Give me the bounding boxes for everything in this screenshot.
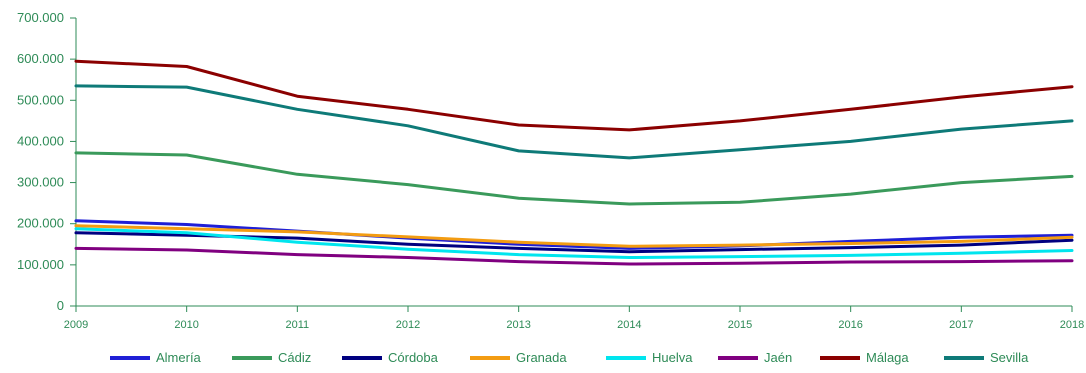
legend-item-sevilla[interactable]: Sevilla <box>944 350 1029 365</box>
legend-item-cordoba[interactable]: Córdoba <box>342 350 439 365</box>
y-tick-label: 400.000 <box>17 133 64 148</box>
series-line-malaga <box>74 59 1074 132</box>
legend-label: Sevilla <box>990 350 1029 365</box>
x-tick-label: 2014 <box>617 319 641 331</box>
legend-label: Jaén <box>764 350 792 365</box>
y-tick-label: 500.000 <box>17 92 64 107</box>
y-tick-label: 0 <box>57 298 64 313</box>
x-tick-label: 2017 <box>949 319 973 331</box>
legend: Almería Cádiz Córdoba Granada Huelva Jaén Mála… <box>110 350 1029 365</box>
y-tick-label: 200.000 <box>17 216 64 231</box>
x-tick-label: 2009 <box>64 319 88 331</box>
legend-item-jaen[interactable]: Jaén <box>718 350 792 365</box>
chart-axes <box>75 18 1072 307</box>
x-tick-label: 2011 <box>286 319 310 331</box>
x-tick-label: 2015 <box>728 319 752 331</box>
x-tick-label: 2018 <box>1060 319 1084 331</box>
x-tick-label: 2010 <box>174 319 198 331</box>
x-tick-group: 2009 2010 2011 2012 2013 2014 2015 2016 2017 2018 <box>64 306 1084 331</box>
y-tick-group: 0 100.000 200.000 300.000 400.000 500.000 600.… <box>17 10 76 313</box>
series-line-jaen <box>74 246 1074 266</box>
series-line-huelva <box>74 227 1074 259</box>
legend-item-granada[interactable]: Granada <box>470 350 567 365</box>
x-tick-label: 2012 <box>396 319 420 331</box>
legend-label: Huelva <box>652 350 693 365</box>
y-tick-label: 600.000 <box>17 51 64 66</box>
legend-item-huelva[interactable]: Huelva <box>606 350 693 365</box>
legend-item-malaga[interactable]: Málaga <box>820 350 909 365</box>
legend-item-cadiz[interactable]: Cádiz <box>232 350 311 365</box>
series-line-cadiz <box>74 151 1074 206</box>
series-line-granada <box>74 224 1074 248</box>
legend-label: Cádiz <box>278 350 311 365</box>
y-tick-label: 100.000 <box>17 257 64 272</box>
legend-label: Almería <box>156 350 202 365</box>
series-line-sevilla <box>74 84 1074 160</box>
x-tick-label: 2016 <box>838 319 862 331</box>
legend-label: Málaga <box>866 350 909 365</box>
legend-item-almeria[interactable]: Almería <box>110 350 202 365</box>
legend-label: Granada <box>516 350 567 365</box>
x-tick-label: 2013 <box>506 319 530 331</box>
series-lines <box>74 59 1074 266</box>
legend-label: Córdoba <box>388 350 439 365</box>
y-tick-label: 700.000 <box>17 10 64 25</box>
y-tick-label: 300.000 <box>17 175 64 190</box>
series-line-almeria <box>74 219 1074 250</box>
